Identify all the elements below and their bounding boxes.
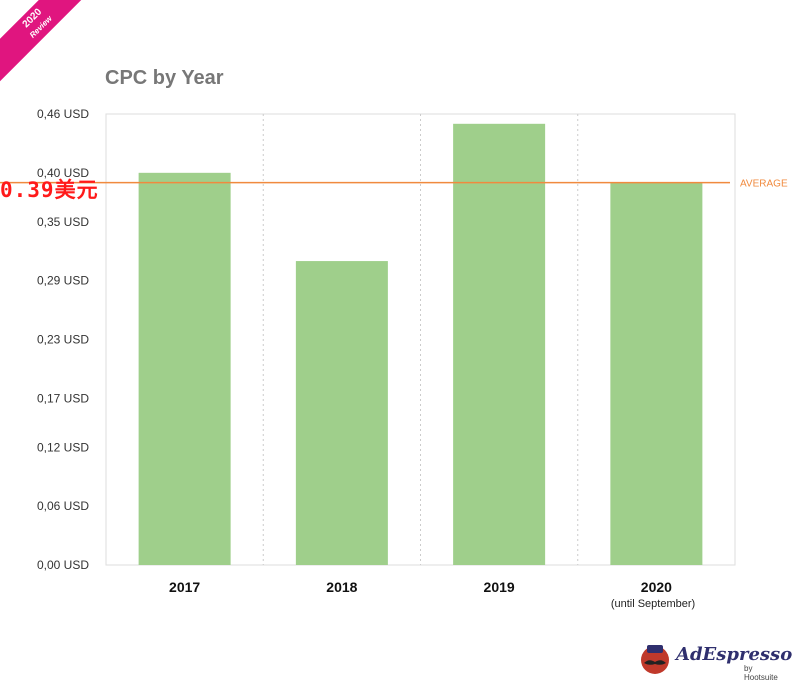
y-tick-label: 0,12 USD [37, 440, 89, 454]
average-label: AVERAGE [740, 179, 788, 190]
x-tick-label: 2018 [326, 579, 357, 595]
logo-byline: by Hootsuite [744, 664, 778, 682]
y-tick-label: 0,40 USD [37, 166, 89, 180]
overlay-average-label: 0.39美元 [0, 178, 99, 202]
x-tick-label: 2020 [641, 579, 672, 595]
bar-2020 [610, 182, 703, 565]
y-tick-label: 0,23 USD [37, 333, 89, 347]
y-tick-label: 0,00 USD [37, 558, 89, 572]
x-tick-label: 2017 [169, 579, 200, 595]
y-tick-label: 0,17 USD [37, 391, 89, 405]
bar-2019 [453, 123, 546, 565]
adespresso-logo: AdEspresso by Hootsuite [636, 640, 792, 682]
logo-wordmark: AdEspresso [676, 644, 793, 665]
y-tick-label: 0,35 USD [37, 215, 89, 229]
y-tick-label: 0,06 USD [37, 499, 89, 513]
x-tick-label: 2019 [484, 579, 515, 595]
x-axis-subtitle: (until September) [610, 598, 696, 610]
chart-title: CPC by Year [105, 67, 224, 89]
bar-2018 [295, 261, 388, 565]
bar-2017 [138, 172, 231, 565]
mustache-mascot-icon [641, 645, 669, 674]
y-tick-label: 0,29 USD [37, 274, 89, 288]
y-tick-label: 0,46 USD [37, 107, 89, 121]
